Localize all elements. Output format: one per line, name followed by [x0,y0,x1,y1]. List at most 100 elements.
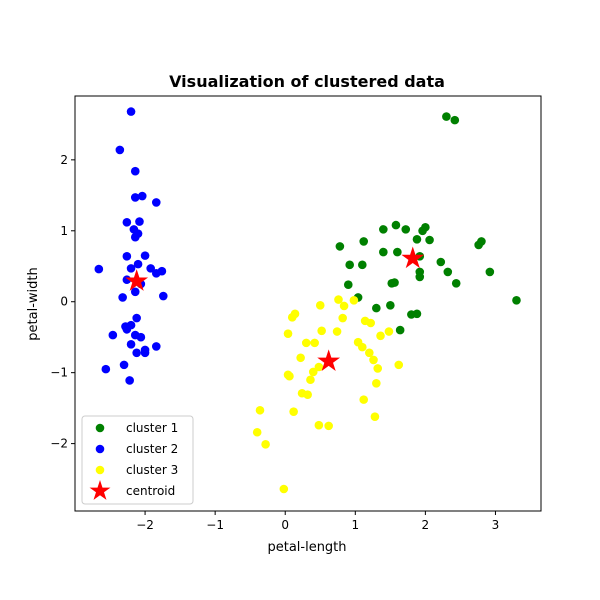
cluster-1-point [436,257,446,267]
cluster-3-point [384,327,394,336]
cluster-2-point [118,293,127,302]
cluster-2-point [122,325,132,334]
cluster-3-point [306,375,315,385]
cluster-1-point [372,303,381,313]
legend-cluster-icon [95,444,105,454]
cluster-2-point [115,145,125,155]
cluster-3-point [255,405,265,415]
cluster-2-point [140,348,150,358]
cluster-1-point [443,267,453,277]
cluster-1-point [451,278,461,288]
cluster-3-point [301,338,311,348]
centroid-marker [401,246,425,269]
cluster-1-point [412,309,422,319]
y-tick-label: 0 [60,295,68,309]
cluster-1-point [442,112,451,121]
cluster-1-point [395,325,405,335]
cluster-3-point [365,348,374,358]
cluster-3-point [373,364,383,373]
legend-entry-label: centroid [126,484,175,498]
cluster-3-point [285,371,294,381]
chart-title: Visualization of clustered data [169,72,445,91]
x-tick-label: 2 [422,518,430,532]
cluster-2-point [132,348,141,358]
cluster-1-point [345,260,354,270]
cluster-1-point [393,247,402,257]
cluster-1-point [390,278,399,287]
cluster-3-point [279,484,289,494]
y-axis-label: petal-width [26,267,41,340]
y-tick-label: 1 [60,224,68,238]
cluster-2-point [122,217,132,227]
cluster-2-point [130,166,140,176]
cluster-3-point [310,338,319,348]
cluster-2-point [136,332,146,342]
cluster-3-point [376,331,385,341]
cluster-1-point [379,247,388,257]
cluster-1-point [474,240,483,250]
cluster-3-point [324,421,333,431]
points-layer [94,107,521,494]
cluster-1-point [512,296,521,305]
cluster-3-point [308,367,318,377]
cluster-3-point [283,329,293,338]
cluster-3-point [296,353,305,363]
y-tick-label: −2 [50,437,68,451]
cluster-2-point [158,291,168,301]
x-tick-label: 1 [351,518,359,532]
x-tick-label: −1 [206,518,224,532]
x-tick-label: 0 [281,518,289,532]
centroid-marker [125,269,149,291]
cluster-2-point [135,217,144,226]
legend-items: cluster 1 cluster 2 cluster 3 centroid [89,421,178,500]
cluster-3-point [338,313,347,323]
cluster-3-point [317,326,326,336]
cluster-1-point [379,225,388,234]
legend-frame [81,415,194,505]
cluster-3-point [366,318,376,328]
cluster-2-point [108,330,118,340]
cluster-1-point [401,225,411,234]
legend-cluster-icon [95,423,105,433]
cluster-3-point [370,412,380,421]
cluster-2-point [137,191,147,201]
cluster-1-point [386,300,395,310]
cluster-3-point [334,295,343,304]
cluster-2-point [132,313,141,323]
cluster-2-point [101,364,111,374]
cluster-1-point [450,115,460,125]
cluster-2-point [151,198,161,207]
cluster-3-point [332,327,342,336]
cluster-3-point [358,342,367,352]
cluster-1-point [425,235,434,245]
cluster-3-point [349,296,359,305]
cluster-3-point [314,362,324,372]
cluster-2-point [94,264,104,274]
legend-entry-label: cluster 2 [126,442,178,456]
cluster-3-point [314,420,324,430]
cluster-3-point [359,395,369,404]
legend-entry-label: cluster 1 [126,421,178,435]
cluster-1-point [335,242,345,251]
legend-cluster-icon [95,465,105,475]
ticks-layer: −2 −1 0 1 2 3 −2 −1 0 1 2 [50,153,499,532]
cluster-3-point [289,407,298,416]
cluster-1-point [415,272,425,282]
cluster-2-point [119,360,129,370]
cluster-3-point [339,301,349,311]
cluster-3-point [315,300,325,310]
legend: cluster 1 cluster 2 cluster 3 centroid [81,415,194,505]
cluster-3-point [369,355,378,365]
cluster-1-point [358,260,367,270]
cluster-1-point [343,280,353,290]
cluster-2-point [151,342,161,351]
cluster-1-point [485,267,495,277]
cluster-1-point [412,234,422,244]
cluster-3-point [303,390,312,399]
cluster-2-point [126,107,136,116]
plot-frame [74,95,542,512]
y-tick-label: 2 [60,153,68,167]
cluster-1-point [391,220,401,230]
centroid-marker [317,349,341,372]
